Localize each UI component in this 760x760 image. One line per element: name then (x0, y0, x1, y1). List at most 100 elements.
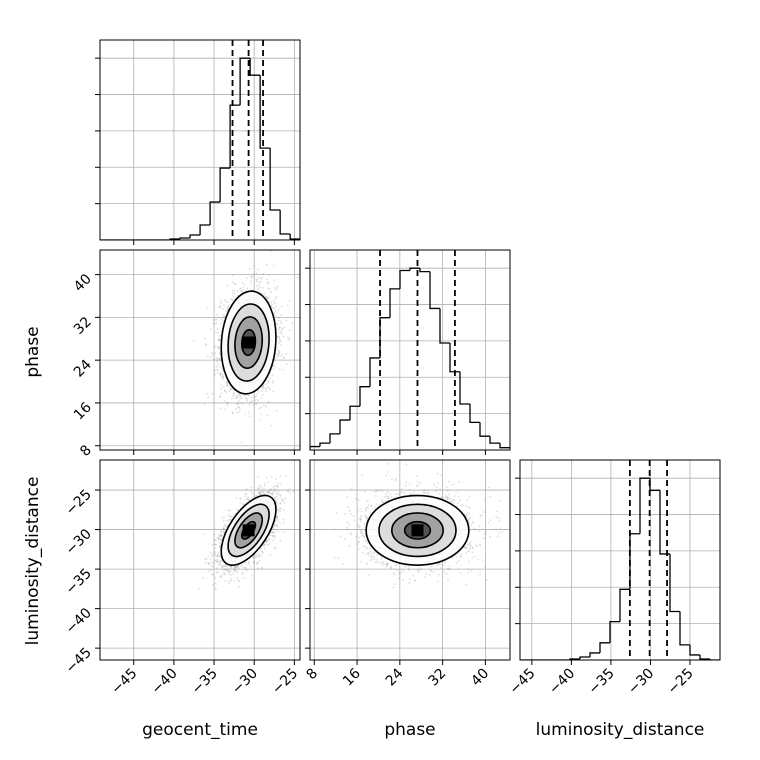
scatter-point (252, 557, 255, 560)
scatter-point (262, 387, 265, 390)
scatter-point (236, 411, 239, 414)
scatter-point (216, 536, 219, 539)
scatter-point (221, 373, 224, 375)
scatter-point (225, 300, 227, 303)
scatter-point (241, 503, 244, 505)
scatter-point (226, 565, 229, 568)
scatter-point (214, 352, 217, 355)
scatter-point (248, 563, 250, 566)
hist-bin-phase-12 (429, 271, 440, 310)
scatter-point (223, 525, 226, 527)
scatter-point (286, 304, 289, 307)
scatter-point (243, 495, 246, 498)
scatter-point (203, 403, 206, 406)
scatter-point (285, 353, 288, 355)
scatter-point (224, 390, 226, 392)
scatter-point (258, 555, 261, 557)
scatter-point (216, 558, 219, 561)
scatter-point (278, 368, 281, 370)
scatter-point (275, 524, 278, 527)
scatter-point (223, 389, 226, 392)
scatter-point (252, 272, 255, 275)
scatter-point (213, 539, 216, 542)
scatter-point (220, 384, 223, 387)
scatter-point (275, 489, 277, 492)
scatter-point (277, 308, 280, 311)
scatter-point (277, 285, 279, 288)
hist-bin-geocent_time-9 (189, 234, 201, 239)
scatter-point (276, 485, 279, 487)
scatter-point (271, 492, 273, 495)
scatter-point (277, 351, 280, 354)
scatter-point (192, 339, 195, 342)
scatter-point (212, 319, 215, 321)
scatter-point (253, 396, 256, 399)
scatter-point (225, 568, 228, 571)
scatter-point (211, 573, 213, 575)
scatter-point (291, 322, 294, 325)
scatter-point (246, 277, 248, 279)
scatter-point (279, 507, 281, 510)
scatter-point (253, 394, 256, 397)
scatter-point (240, 564, 243, 566)
scatter-point (252, 562, 255, 564)
scatter-point (278, 341, 280, 344)
scatter-point (206, 393, 209, 395)
scatter-point (211, 552, 214, 555)
scatter-point (245, 567, 247, 569)
scatter-point (240, 395, 242, 398)
scatter-point (229, 388, 232, 390)
hist-bin-phase-0 (310, 445, 320, 450)
contour-geocent_time-phase-0 (240, 328, 257, 357)
scatter-point (213, 358, 216, 360)
scatter-point (214, 345, 217, 348)
scatter-point (216, 361, 219, 364)
scatter-point (222, 304, 225, 307)
scatter-point (272, 300, 275, 302)
scatter-point (255, 395, 258, 397)
scatter-point (251, 275, 254, 278)
scatter-point (215, 560, 218, 563)
scatter-point (215, 357, 218, 360)
scatter-point (279, 502, 282, 505)
scatter-point (278, 338, 281, 341)
scatter-point (231, 412, 234, 415)
scatter-point (276, 346, 279, 349)
scatter-point (263, 488, 265, 490)
scatter-point (230, 565, 233, 568)
scatter-point (218, 339, 221, 342)
scatter-point (261, 567, 264, 570)
hist-bin-phase-8 (389, 288, 400, 318)
scatter-point (220, 376, 223, 379)
scatter-point (216, 555, 219, 558)
scatter-point (288, 490, 290, 493)
scatter-point (253, 560, 255, 563)
scatter-point (225, 525, 228, 527)
scatter-point (214, 587, 216, 590)
scatter-point (215, 322, 218, 325)
scatter-point (225, 401, 228, 404)
scatter-point (218, 306, 220, 309)
scatter-point (236, 403, 239, 405)
scatter-point (211, 351, 214, 354)
scatter-point (222, 378, 224, 381)
scatter-point (276, 322, 279, 325)
scatter-point (206, 355, 209, 358)
scatter-point (230, 579, 232, 582)
scatter-point (224, 573, 227, 576)
scatter-point (226, 568, 229, 570)
scatter-point (273, 547, 276, 550)
scatter-point (271, 374, 274, 377)
scatter-point (245, 497, 248, 500)
scatter-point (257, 283, 260, 286)
scatter-point (258, 560, 261, 562)
scatter-point (240, 291, 243, 294)
scatter-point (223, 573, 226, 576)
scatter-point (270, 424, 272, 427)
scatter-point (276, 354, 279, 356)
scatter-point (244, 568, 247, 571)
scatter-point (273, 531, 276, 534)
scatter-point (276, 287, 278, 289)
scatter-point (220, 534, 223, 537)
scatter-point (260, 490, 262, 493)
